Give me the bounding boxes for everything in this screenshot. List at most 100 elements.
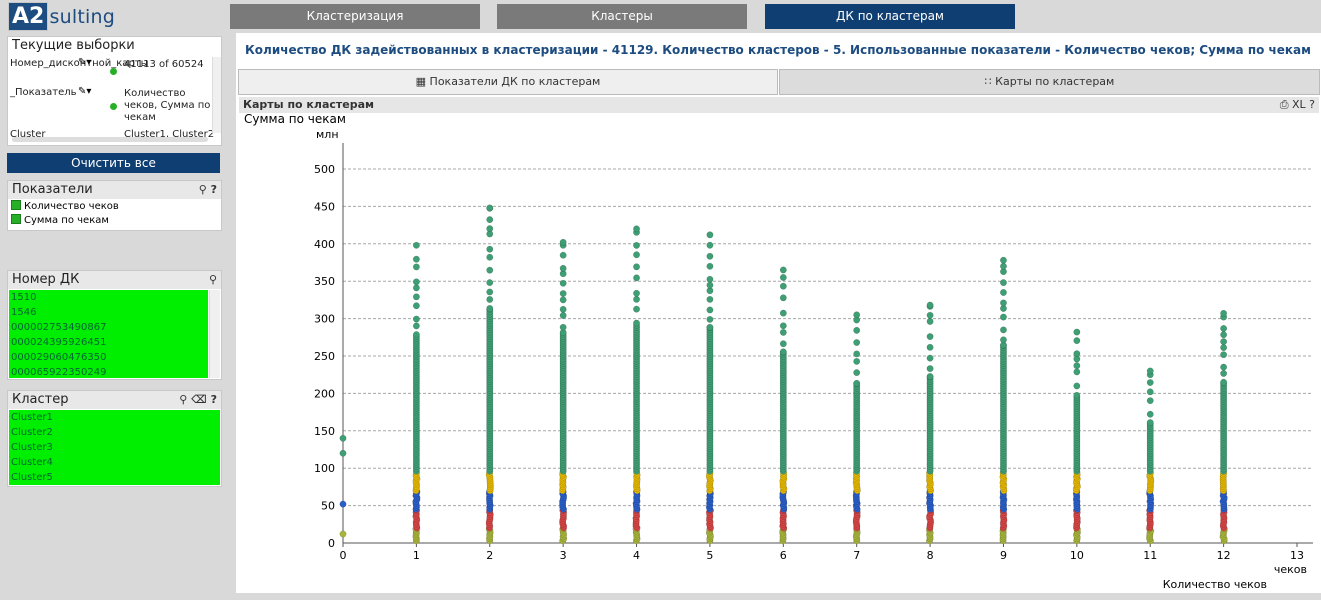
data-point bbox=[779, 274, 787, 281]
data-point bbox=[633, 241, 640, 249]
data-point bbox=[1000, 336, 1007, 344]
data-point bbox=[779, 294, 787, 302]
data-point bbox=[1073, 328, 1081, 336]
data-point bbox=[633, 225, 640, 233]
data-point bbox=[1220, 331, 1228, 339]
nav-tab-clusters[interactable]: Кластеры bbox=[497, 4, 747, 29]
data-point bbox=[1220, 378, 1228, 386]
data-points bbox=[339, 204, 1228, 545]
data-point bbox=[853, 357, 861, 365]
data-point bbox=[706, 241, 714, 249]
y-axis-label: Сумма по чекам bbox=[244, 113, 346, 126]
data-point bbox=[559, 323, 567, 331]
eraser-icon[interactable]: ⌫ bbox=[191, 393, 207, 406]
left-panel: Текущие выборки Номер_дисконтной_карты ✎… bbox=[0, 33, 229, 600]
list-item[interactable]: 1546 bbox=[11, 307, 37, 318]
list-item[interactable]: 1510 bbox=[11, 292, 37, 303]
selections-hscrollbar[interactable] bbox=[12, 137, 208, 142]
data-point bbox=[559, 238, 567, 246]
table-icon: ▦ bbox=[415, 75, 427, 88]
nav-tab-cards-by-cluster[interactable]: ДК по кластерам bbox=[765, 4, 1015, 29]
data-point bbox=[1073, 362, 1081, 370]
cluster-tools: ⚲ ⌫ ? bbox=[179, 391, 217, 409]
print-icon[interactable]: ⎙ bbox=[1279, 98, 1289, 111]
eraser-icon[interactable]: ✎▾ bbox=[78, 57, 92, 68]
company-logo: A2 Consulting bbox=[8, 2, 115, 31]
list-item[interactable]: Сумма по чекам bbox=[11, 214, 218, 228]
list-item[interactable]: 000065922350249 bbox=[11, 367, 107, 378]
data-point bbox=[706, 281, 714, 289]
data-point bbox=[1146, 388, 1154, 396]
data-point bbox=[633, 263, 640, 271]
nav-tab-clustering[interactable]: Кластеризация bbox=[230, 4, 480, 29]
data-point bbox=[633, 289, 640, 297]
clear-all-button[interactable]: Очистить все bbox=[7, 153, 220, 173]
data-point bbox=[926, 311, 934, 319]
data-point bbox=[559, 290, 567, 297]
list-item[interactable]: Cluster2 bbox=[11, 427, 53, 438]
data-point bbox=[1146, 367, 1154, 375]
card-number-title: Номер ДК ⚲ bbox=[8, 271, 221, 289]
data-point bbox=[486, 253, 494, 261]
list-item[interactable]: Cluster3 bbox=[11, 442, 53, 453]
data-point bbox=[486, 279, 494, 287]
y-tick-label: 0 bbox=[328, 537, 335, 550]
data-point bbox=[1146, 419, 1154, 427]
help-icon[interactable]: ? bbox=[210, 393, 217, 406]
selection-value-card-number: 41113 of 60524 bbox=[124, 59, 204, 70]
x-axis-label: Количество чеков bbox=[1163, 578, 1267, 591]
data-point bbox=[1073, 382, 1081, 390]
data-point bbox=[486, 245, 494, 253]
data-point bbox=[1000, 262, 1007, 270]
x-tick-label: 3 bbox=[560, 549, 567, 562]
data-point bbox=[1073, 337, 1081, 345]
x-tick-label: 4 bbox=[633, 549, 640, 562]
data-point bbox=[1000, 326, 1007, 334]
x-tick-label: 0 bbox=[340, 549, 347, 562]
export-excel-icon[interactable]: XL ? bbox=[1292, 98, 1315, 111]
tab-cards-by-cluster[interactable]: ∷ Карты по кластерам bbox=[779, 69, 1320, 95]
data-point bbox=[559, 312, 567, 319]
data-point bbox=[926, 373, 934, 380]
help-icon[interactable]: ? bbox=[210, 183, 217, 196]
chart-title: Карты по кластерам bbox=[243, 98, 375, 111]
x-tick-label: 6 bbox=[780, 549, 787, 562]
x-tick-label: 2 bbox=[486, 549, 493, 562]
data-point bbox=[779, 322, 787, 330]
selection-value-indicator: Количество чеков, Сумма по чекам bbox=[124, 88, 211, 123]
data-point bbox=[926, 317, 934, 325]
list-item[interactable]: 000024395926451 bbox=[11, 337, 107, 348]
selection-field-card-number: Номер_дисконтной_карты bbox=[10, 58, 149, 69]
logo-mark: A2 bbox=[8, 2, 49, 31]
list-item[interactable]: Количество чеков bbox=[11, 200, 218, 214]
list-item[interactable]: 000002753490867 bbox=[11, 322, 107, 333]
data-point bbox=[412, 255, 420, 263]
y-tick-label: 250 bbox=[314, 350, 335, 363]
data-point bbox=[412, 241, 420, 249]
data-point bbox=[633, 305, 640, 313]
card-number-box: Номер ДК ⚲ 1510 1546 000002753490867 000… bbox=[7, 270, 222, 380]
data-point bbox=[926, 301, 934, 309]
list-item[interactable]: Cluster5 bbox=[11, 472, 53, 483]
data-point bbox=[1220, 351, 1228, 359]
page-title: Количество ДК задействованных в кластери… bbox=[245, 43, 1311, 57]
data-point bbox=[412, 278, 420, 286]
card-number-scrollbar[interactable] bbox=[209, 290, 220, 378]
cluster-list: Cluster1 Cluster2 Cluster3 Cluster4 Clus… bbox=[9, 410, 220, 485]
list-item[interactable]: 000029060476350 bbox=[11, 352, 107, 363]
y-tick-label: 500 bbox=[314, 163, 335, 176]
eraser-icon[interactable]: ✎▾ bbox=[78, 86, 92, 97]
list-item[interactable]: Cluster4 bbox=[11, 457, 53, 468]
data-point bbox=[486, 304, 494, 312]
y-tick-label: 50 bbox=[321, 500, 335, 513]
search-icon[interactable]: ⚲ bbox=[208, 273, 217, 286]
selection-field-indicator: _Показатель bbox=[10, 87, 77, 98]
tab-card-indicators[interactable]: ▦ Показатели ДК по кластерам bbox=[238, 69, 778, 95]
search-icon[interactable]: ⚲ bbox=[198, 183, 207, 196]
chart-header: Карты по кластерам ⎙ XL ? bbox=[239, 97, 1319, 113]
search-icon[interactable]: ⚲ bbox=[179, 393, 188, 406]
data-point bbox=[706, 306, 714, 314]
data-point bbox=[339, 449, 347, 457]
list-item[interactable]: Cluster1 bbox=[11, 412, 53, 423]
selections-scrollbar[interactable] bbox=[212, 57, 221, 133]
